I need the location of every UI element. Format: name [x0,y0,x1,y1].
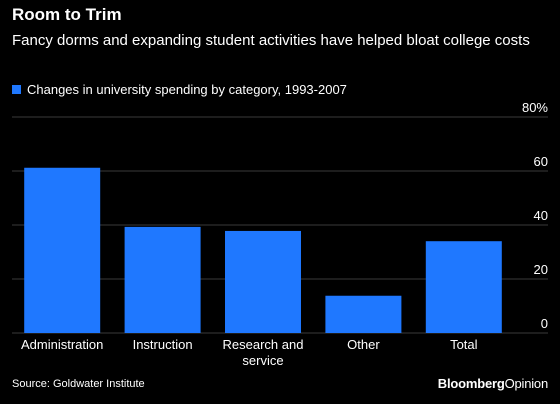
x-tick-label: Instruction [133,337,193,352]
y-tick-label: 0 [541,316,548,331]
chart-title: Room to Trim [12,5,122,24]
x-tick-label: Other [347,337,380,352]
brand-sub: Opinion [504,376,549,391]
bars [24,167,502,333]
y-tick-label: 80% [522,100,548,115]
bar [425,241,502,333]
bar [325,295,402,333]
x-tick-label: service [242,353,283,368]
source-note: Source: Goldwater Institute [12,378,145,390]
legend-label: Changes in university spending by catego… [27,82,347,97]
y-tick-label: 20 [534,262,548,277]
y-axis-ticks: 0 20 40 60 80% [522,100,548,331]
x-tick-label: Research and [223,337,304,352]
brand-main: Bloomberg [437,376,505,391]
y-tick-label: 60 [534,154,548,169]
brand-logo: BloombergOpinion [438,376,548,391]
bar [24,167,101,333]
x-tick-label: Administration [21,337,103,352]
bar [225,230,301,333]
legend-swatch [12,85,21,94]
chart-subtitle: Fancy dorms and expanding student activi… [12,32,530,49]
legend: Changes in university spending by catego… [12,82,347,97]
y-tick-label: 40 [534,208,548,223]
x-tick-label: Total [450,337,478,352]
bar [124,226,201,333]
x-axis-labels: Administration Instruction Research andser… [21,337,478,368]
